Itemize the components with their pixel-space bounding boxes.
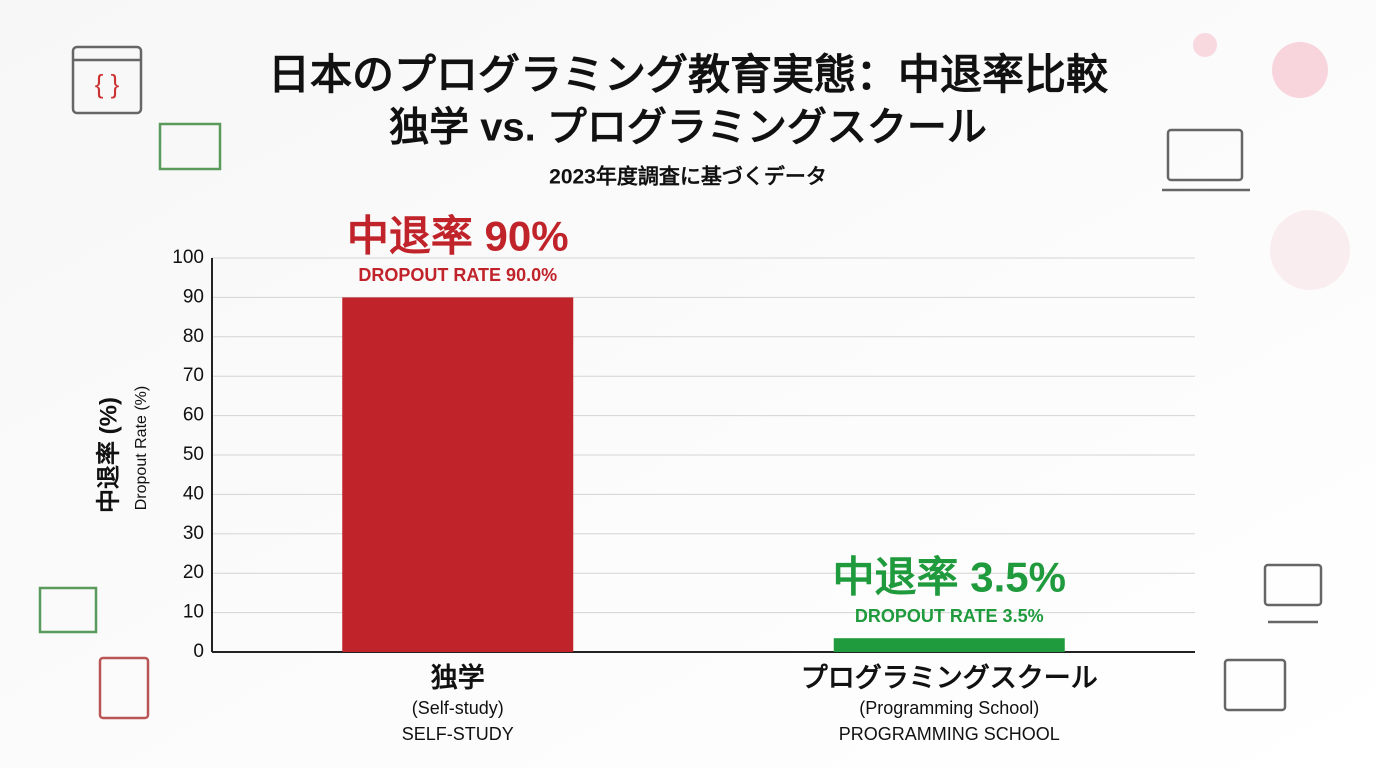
y-axis-label-en: Dropout Rate (%) bbox=[133, 386, 150, 511]
y-tick-label: 90 bbox=[183, 286, 204, 307]
svg-text:{ }: { } bbox=[95, 69, 120, 99]
chart-title: 日本のプログラミング教育実態：中退率比較 bbox=[268, 51, 1109, 98]
y-tick-label: 30 bbox=[183, 523, 204, 544]
value-label: 中退率 3.5% bbox=[833, 553, 1066, 600]
x-tick-label-en: (Self-study) bbox=[412, 698, 504, 718]
x-tick-label-upper: PROGRAMMING SCHOOL bbox=[839, 724, 1060, 744]
y-tick-label: 20 bbox=[183, 562, 204, 583]
x-tick-label: 独学 bbox=[431, 662, 485, 693]
y-tick-label: 40 bbox=[183, 483, 204, 504]
decorations: { } bbox=[38, 33, 1350, 720]
y-tick-label: 60 bbox=[183, 405, 204, 426]
y-tick-label: 50 bbox=[183, 444, 204, 465]
chart-note: 2023年度調査に基づくデータ bbox=[549, 165, 827, 189]
y-tick-label: 80 bbox=[183, 326, 204, 347]
y-axis-label: 中退率 (%) bbox=[94, 397, 122, 513]
y-tick-label: 0 bbox=[193, 641, 204, 662]
bar bbox=[833, 638, 1065, 652]
x-tick-label-en: (Programming School) bbox=[859, 698, 1039, 718]
y-tick-label: 10 bbox=[183, 602, 204, 623]
value-label-en: DROPOUT RATE 3.5% bbox=[855, 606, 1044, 626]
x-tick-label-upper: SELF-STUDY bbox=[402, 724, 514, 744]
y-tick-label: 70 bbox=[183, 365, 204, 386]
x-tick-label: プログラミングスクール bbox=[801, 662, 1098, 693]
y-tick-label: 100 bbox=[172, 247, 204, 268]
bar bbox=[342, 297, 574, 652]
value-label-en: DROPOUT RATE 90.0% bbox=[358, 265, 557, 285]
chart-subtitle: 独学 vs. プログラミングスクール bbox=[389, 106, 987, 150]
value-label: 中退率 90% bbox=[347, 212, 569, 259]
